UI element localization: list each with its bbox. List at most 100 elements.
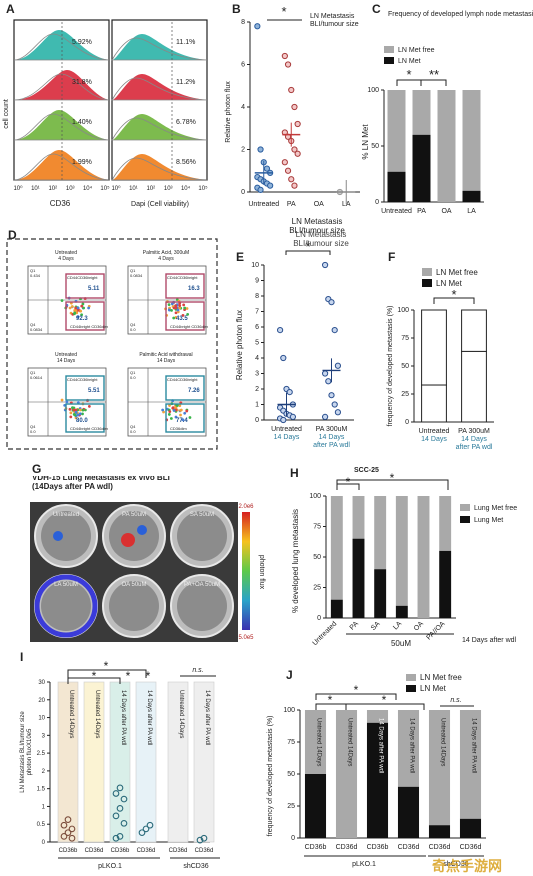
x-category-label: CD36d [137,848,156,854]
well-label: SA 50uM [190,512,214,518]
panel-j-letter: J [286,668,293,682]
group-label-1: pLKO.1 [352,861,376,868]
gate-value-bright: 7.26 [188,388,200,394]
data-point [112,834,120,842]
well-label: Untreated [53,512,79,518]
density-dot [185,409,189,413]
y-tick-label: 100 [309,493,321,500]
histogram-reference [111,157,208,181]
legend-text: LN Metastasis BLI/tumour size [310,13,359,28]
panel-g-bli-image: VDH-15 Lung Metastasis ex vivo BLI (14Day… [30,476,265,642]
watermark: 奇点手游网 [432,858,502,874]
quadrant-q4: Q4 0.0 [30,424,36,434]
data-point [68,825,76,833]
data-point [294,120,301,128]
density-dot [69,411,73,415]
x-label-cd36: CD36 [50,199,71,208]
y-label: % developed lung metastasis [291,509,300,613]
bar-met [428,825,451,838]
data-point [116,784,124,792]
x-category-label: CD36b [367,844,389,851]
density-dot [60,398,64,402]
column-background [57,681,79,843]
y-tick-label: 0 [405,419,409,426]
gate-dim [165,301,205,331]
density-dot [188,416,192,419]
bli-signal-ring [34,574,98,638]
x-category-label: OA [314,201,324,208]
axis-tick: 10⁵ [100,185,110,192]
panel-d-flow-plots: Untreated 4 Days CD44CD36bright 5.11 92.3 CD4… [6,238,218,450]
row-label-2: OA50uM [16,103,49,112]
legend-swatch-free [460,504,470,511]
legend-label-free: LN Met free [436,268,478,277]
percent-label: 8.56% [176,159,196,166]
column-label: Untreated 14Days [347,718,353,766]
group-label: 50uM [391,639,411,648]
well-label: PA 50uM [122,512,146,518]
density-dot [176,308,180,312]
y-tick-label: 2 [42,769,46,775]
significance-star: * [305,239,310,254]
panel-c-bar: 0 50 100 Untreated PA OA LA Frequency of develo… [362,11,533,215]
x-category-label: PA 300uM [458,428,490,435]
bar-met [352,538,365,618]
data-point [288,176,295,183]
legend-label-met: Lung Met [474,517,503,524]
density-dot [161,408,165,412]
column-label: 14 Days after PA wdl [409,718,415,773]
gate-value-dim: 92.3 [76,316,88,322]
y-tick-label: 25 [287,803,295,810]
panel-b-letter: B [232,2,241,16]
group-label-2: shCD36 [183,863,208,870]
gate-bright [165,273,205,299]
x-category-label: CD36d [429,844,451,851]
data-point [68,834,76,842]
bli-signal [121,533,135,547]
percent-label: 11.2% [176,79,195,86]
density-dot [76,401,80,404]
data-point [146,821,154,829]
row-label-3: LA50uM [16,143,47,152]
density-dot [178,404,182,408]
histogram-fill [14,70,109,100]
x-category-label: CD36d [195,848,214,854]
panel-g-letter: G [32,462,42,476]
density-dot [74,410,78,414]
panel-h-letter: H [290,466,299,480]
x-category-label: Untreated [271,426,302,433]
data-point [291,103,298,111]
bar-met-free [437,90,456,202]
data-point [322,261,329,269]
y-tick-label: 50 [401,363,409,370]
plot-title: Untreated 4 Days [55,250,77,262]
axis-tick: 10⁵ [198,185,208,192]
bracket-2 [67,677,121,684]
data-point [254,23,261,30]
axis-tick: 10¹ [31,186,40,192]
gate-value-bright: 16.3 [188,286,200,292]
x-category-label: CD36d [85,848,104,854]
significance-bracket [285,250,331,255]
column-background [193,681,215,843]
bar-met-free [387,90,406,172]
legend-label-free: LN Met free [398,47,435,54]
bar-met-free [412,90,431,135]
density-dot [60,299,64,302]
density-dot [76,315,80,319]
density-dot [82,306,85,310]
axis-tick: 10³ [66,186,75,192]
y-tick-label: 0 [317,615,321,622]
bar-met [439,550,452,618]
x-category-label: CD36b [111,848,130,854]
data-point [322,370,329,377]
data-point [196,836,204,844]
density-dot [76,306,80,310]
density-dot [181,418,185,422]
density-dot [174,415,178,419]
bracket-3 [345,703,425,710]
density-dot [170,309,173,312]
y-label: Relative photon flux [235,310,244,380]
